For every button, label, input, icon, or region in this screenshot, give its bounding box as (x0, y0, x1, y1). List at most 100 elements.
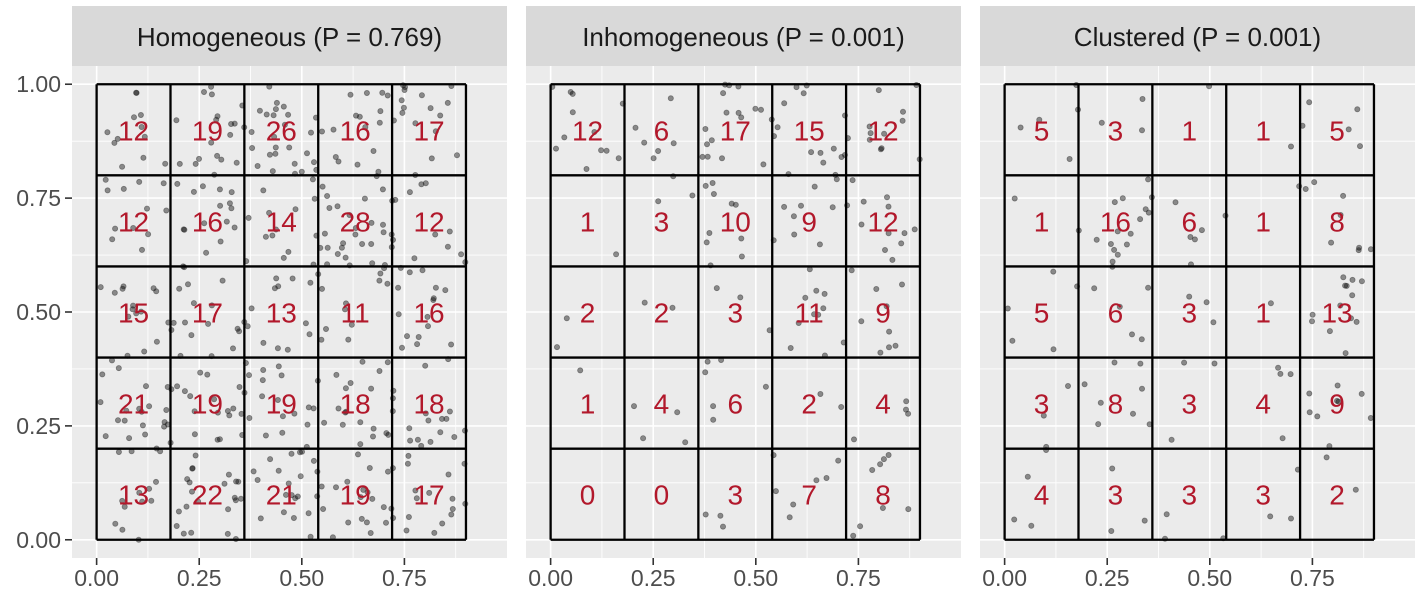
data-point (214, 113, 221, 120)
data-point (699, 153, 706, 160)
data-point (414, 341, 421, 348)
data-point (702, 126, 709, 133)
data-point (379, 221, 386, 228)
data-point (279, 429, 286, 436)
data-point (130, 224, 137, 231)
data-point (152, 478, 159, 485)
data-point (115, 365, 122, 372)
data-point (275, 467, 282, 474)
data-point (1095, 421, 1102, 428)
data-point (332, 484, 339, 491)
quadrat-count-label: 28 (340, 206, 371, 237)
data-point (357, 494, 364, 501)
data-point (1127, 230, 1134, 237)
data-point (272, 144, 279, 151)
data-point (737, 294, 744, 301)
data-point (311, 195, 318, 202)
quadrat-count-label: 3 (728, 480, 744, 511)
data-point (1306, 390, 1313, 397)
data-point (858, 221, 865, 228)
data-point (186, 479, 193, 486)
data-point (324, 244, 331, 251)
data-point (250, 468, 257, 475)
data-point (297, 473, 304, 480)
data-point (229, 345, 236, 352)
data-point (307, 279, 314, 286)
data-point (446, 228, 453, 235)
data-point (345, 519, 352, 526)
data-point (254, 162, 261, 169)
data-point (219, 277, 226, 284)
x-axis-tick-label: 0.75 (382, 565, 427, 591)
quadrat-count-label: 11 (341, 298, 370, 329)
data-point (123, 407, 130, 414)
data-point (326, 204, 333, 211)
data-point (898, 240, 905, 247)
data-point (357, 441, 364, 448)
data-point (285, 111, 292, 118)
quadrat-count-label: 9 (1329, 389, 1345, 420)
data-point (99, 371, 106, 378)
data-point (798, 202, 805, 209)
data-point (892, 342, 899, 349)
data-point (1210, 319, 1217, 326)
data-point (674, 409, 681, 416)
data-point (112, 520, 119, 527)
data-point (248, 128, 255, 135)
data-point (850, 532, 857, 539)
data-point (384, 468, 391, 475)
data-point (1275, 364, 1282, 371)
data-point (377, 108, 384, 115)
data-point (354, 161, 361, 168)
data-point (1191, 236, 1198, 243)
data-point (352, 224, 359, 231)
data-point (111, 289, 118, 296)
data-point (655, 198, 662, 205)
data-point (235, 478, 242, 485)
data-point (369, 495, 376, 502)
data-point (1114, 251, 1121, 258)
quadrat-count-label: 1 (1255, 115, 1271, 146)
data-point (115, 448, 122, 455)
data-point (380, 504, 387, 511)
data-point (246, 414, 253, 421)
data-point (424, 313, 431, 320)
y-axis-tick-label: 1.00 (16, 71, 61, 97)
x-axis-tick-label: 0.00 (74, 565, 119, 591)
data-point (813, 287, 820, 294)
x-axis-tick-label: 0.00 (982, 565, 1027, 591)
data-point (398, 97, 405, 104)
quadrat-count-label: 12 (867, 206, 898, 237)
data-point (422, 180, 429, 187)
data-point (1334, 382, 1341, 389)
data-point (1050, 346, 1057, 353)
data-point (405, 452, 412, 459)
quadrat-count-label: 22 (192, 480, 223, 511)
data-point (411, 255, 418, 262)
data-point (359, 240, 366, 247)
data-point (1186, 293, 1193, 300)
data-point (279, 413, 286, 420)
data-point (1168, 436, 1175, 443)
data-point (379, 89, 386, 96)
data-point (838, 403, 845, 410)
data-point (669, 304, 676, 311)
data-point (321, 230, 328, 237)
data-point (318, 483, 325, 490)
data-point (1181, 359, 1188, 366)
data-point (1187, 233, 1194, 240)
data-point (1355, 247, 1362, 254)
data-point (667, 95, 674, 102)
data-point (710, 190, 717, 197)
data-point (366, 464, 373, 471)
data-point (682, 439, 689, 446)
data-point (911, 226, 918, 233)
panel-title: Inhomogeneous (P = 0.001) (582, 22, 905, 52)
data-point (817, 390, 824, 397)
data-point (318, 285, 325, 292)
data-point (437, 429, 444, 436)
data-point (102, 433, 109, 440)
quadrat-count-label: 3 (1182, 298, 1198, 329)
data-point (306, 331, 313, 338)
data-point (885, 451, 892, 458)
